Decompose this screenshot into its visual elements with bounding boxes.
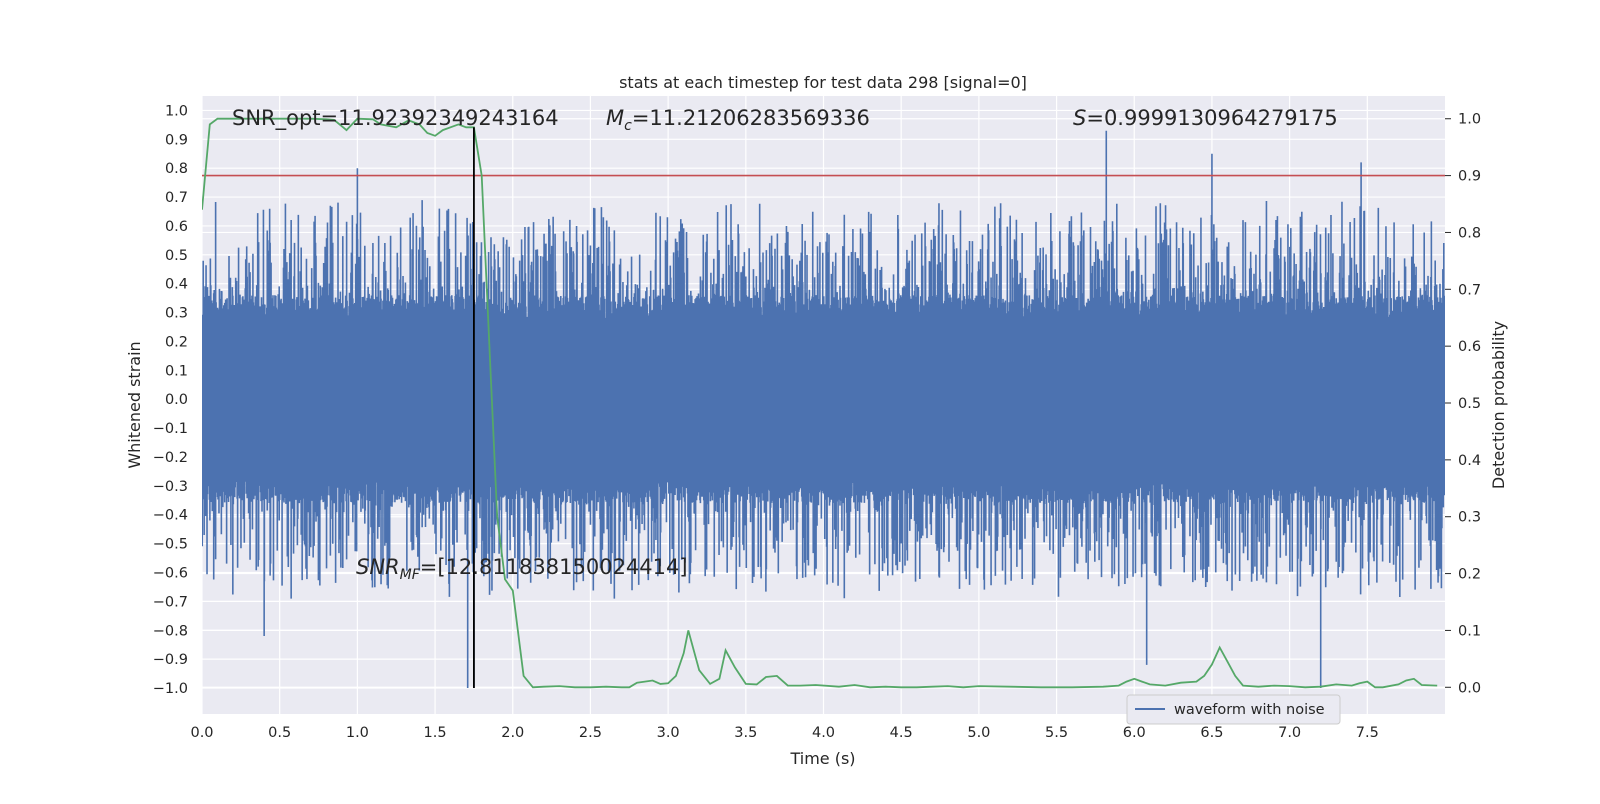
x-tick-label: 2.5 xyxy=(579,725,602,741)
y-right-tick-label: 0.5 xyxy=(1458,396,1481,412)
y-right-tick-label: 0.2 xyxy=(1458,567,1481,583)
x-tick-label: 3.0 xyxy=(657,725,680,741)
x-tick-label: 5.0 xyxy=(967,725,990,741)
x-tick-label: 6.5 xyxy=(1200,725,1223,741)
y-right-tick-label: 0.8 xyxy=(1458,225,1481,241)
legend-label-waveform: waveform with noise xyxy=(1174,702,1325,718)
y-left-tick-label: −0.3 xyxy=(153,479,188,495)
s-symbol: S xyxy=(1073,106,1086,130)
legend-box xyxy=(1126,694,1341,725)
x-tick-label: 0.5 xyxy=(268,725,291,741)
y-left-tick-label: 0.3 xyxy=(165,306,188,322)
y-left-tick-label: 0.0 xyxy=(165,392,188,408)
s-value: =0.9999130964279175 xyxy=(1086,106,1337,130)
detection-probability-line xyxy=(202,117,1438,689)
y-left-tick-label: −0.6 xyxy=(153,565,188,581)
y-left-tick-label: 0.5 xyxy=(165,248,188,264)
snr-mf-subscript: MF xyxy=(400,567,421,583)
waveform-line xyxy=(202,130,1445,688)
y-right-tick-label: 0.3 xyxy=(1458,510,1481,526)
y-left-tick-label: 0.7 xyxy=(165,190,188,206)
y-right-tick-label: 0.6 xyxy=(1458,339,1481,355)
right-axis-ticks: 0.0 0.1 0.2 0.3 0.4 0.5 0.6 0.7 0.8 0.9 1.0 xyxy=(1445,112,1481,696)
snr-mf-symbol: SNR xyxy=(356,555,400,579)
left-axis-ticks: 1.0 0.9 0.8 0.7 0.6 0.5 0.4 0.3 0.2 0.1 0.0 −0.1 −0.… xyxy=(153,103,188,697)
y-left-tick-label: −0.2 xyxy=(153,450,188,466)
y-right-tick-label: 0.7 xyxy=(1458,282,1481,298)
x-tick-label: 7.0 xyxy=(1278,725,1301,741)
x-tick-label: 7.5 xyxy=(1356,725,1379,741)
x-axis-ticks: 0.0 0.5 1.0 1.5 2.0 2.5 3.0 3.5 4.0 4.5 5.0 5.5 6.0 6… xyxy=(190,725,1378,741)
y-left-tick-label: −0.8 xyxy=(153,623,188,639)
mc-symbol: M xyxy=(606,106,624,130)
x-tick-label: 0.0 xyxy=(190,725,213,741)
y-left-tick-label: 0.1 xyxy=(165,363,188,379)
y-left-tick-label: 0.8 xyxy=(165,161,188,177)
annotation-s: S=0.9999130964279175 xyxy=(1073,106,1338,130)
x-tick-label: 3.5 xyxy=(734,725,757,741)
y-right-tick-label: 1.0 xyxy=(1458,112,1481,128)
x-tick-label: 1.5 xyxy=(424,725,447,741)
y-right-tick-label: 0.1 xyxy=(1458,623,1481,639)
chart-title: stats at each timestep for test data 298… xyxy=(619,73,1027,92)
y-left-tick-label: −0.7 xyxy=(153,594,188,610)
y-left-tick-label: 0.6 xyxy=(165,219,188,235)
x-tick-label: 2.0 xyxy=(501,725,524,741)
waveform-series xyxy=(202,130,1445,688)
probability-series xyxy=(202,117,1445,689)
annotation-chirp-mass: Mc=11.21206283569336 xyxy=(606,106,870,134)
y-left-tick-label: 0.2 xyxy=(165,334,188,350)
y-left-tick-label: 1.0 xyxy=(165,103,188,119)
y-left-tick-label: 0.9 xyxy=(165,132,188,148)
snr-mf-value: =[12.811838150024414] xyxy=(420,555,688,579)
y-left-tick-label: −0.1 xyxy=(153,421,188,437)
y-left-tick-label: −0.9 xyxy=(153,652,188,668)
annotation-snr-mf: SNRMF=[12.811838150024414] xyxy=(356,555,688,583)
y-axis-label-right: Detection probability xyxy=(1489,321,1508,489)
x-tick-label: 6.0 xyxy=(1123,725,1146,741)
x-tick-label: 1.0 xyxy=(346,725,369,741)
y-right-tick-label: 0.0 xyxy=(1458,680,1481,696)
annotation-snr-opt: SNR_opt=11.92392349243164 xyxy=(232,106,559,131)
y-left-tick-label: −0.5 xyxy=(153,537,188,553)
y-right-tick-label: 0.4 xyxy=(1458,453,1481,469)
y-left-tick-label: −1.0 xyxy=(153,681,188,697)
legend: waveform with noise xyxy=(1126,694,1341,725)
mc-subscript: c xyxy=(624,118,632,134)
y-left-tick-label: −0.4 xyxy=(153,508,188,524)
x-tick-label: 5.5 xyxy=(1045,725,1068,741)
x-tick-label: 4.0 xyxy=(812,725,835,741)
y-axis-label-left: Whitened strain xyxy=(125,341,144,468)
y-left-tick-label: 0.4 xyxy=(165,277,188,293)
x-axis-label: Time (s) xyxy=(789,749,855,768)
mc-value: =11.21206283569336 xyxy=(632,106,870,130)
x-tick-label: 4.5 xyxy=(890,725,913,741)
y-right-tick-label: 0.9 xyxy=(1458,169,1481,185)
